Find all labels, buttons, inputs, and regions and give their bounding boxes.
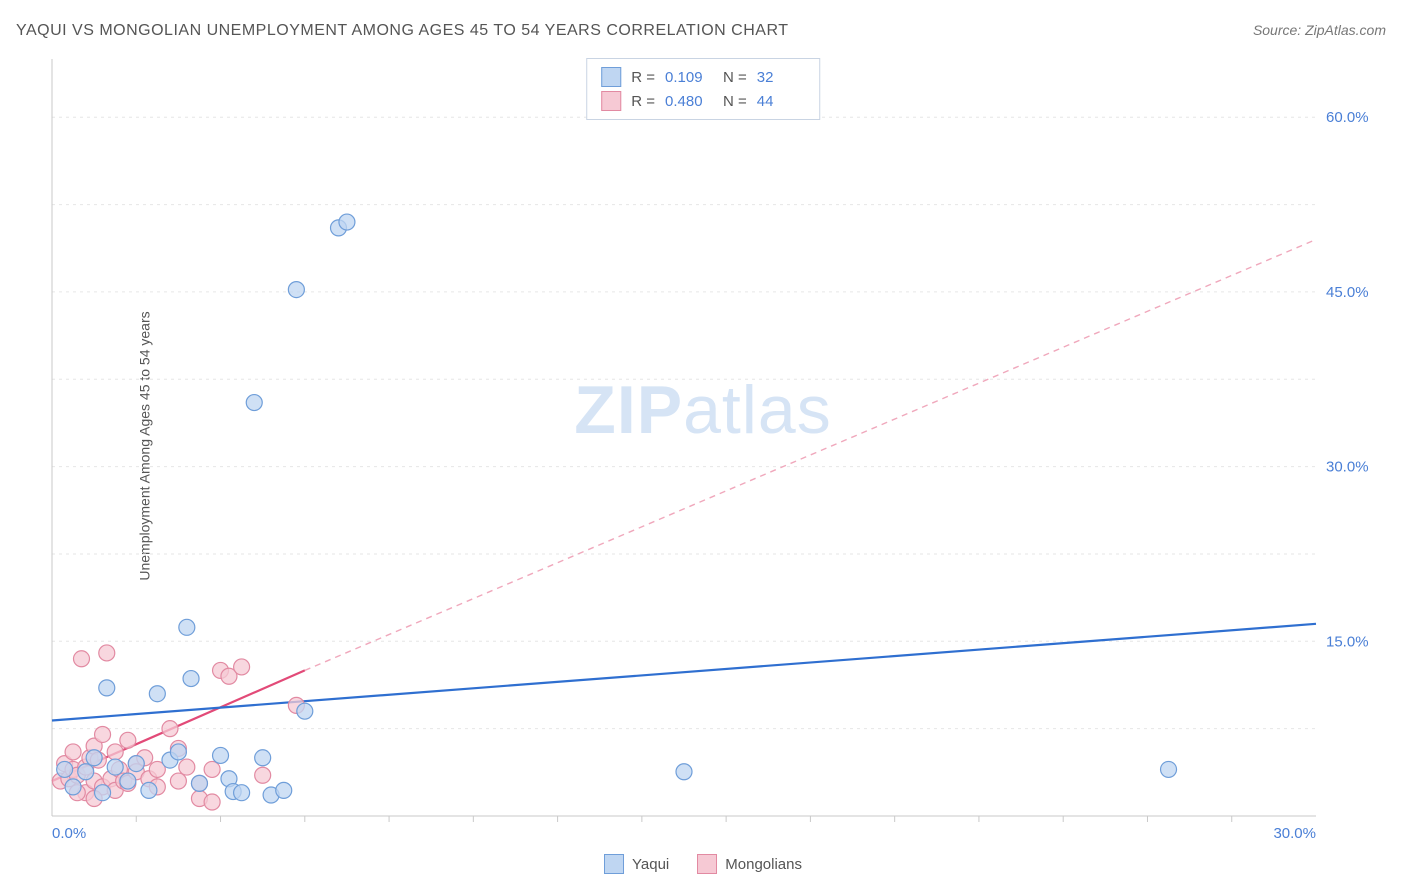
svg-text:45.0%: 45.0% [1326, 284, 1369, 301]
svg-text:0.0%: 0.0% [52, 825, 86, 842]
legend-label: Yaqui [632, 856, 669, 873]
chart-title: YAQUI VS MONGOLIAN UNEMPLOYMENT AMONG AG… [16, 22, 789, 40]
swatch-mongolians-bottom [697, 854, 717, 874]
source-attribution: Source: ZipAtlas.com [1253, 22, 1386, 38]
legend-item-yaqui: Yaqui [604, 854, 669, 874]
svg-text:30.0%: 30.0% [1273, 825, 1316, 842]
scatter-chart-svg: 15.0% 30.0% 45.0% 60.0% 0.0% 30.0% [48, 55, 1386, 844]
series-legend: Yaqui Mongolians [604, 854, 802, 874]
swatch-yaqui-bottom [604, 854, 624, 874]
svg-text:15.0%: 15.0% [1326, 633, 1369, 650]
svg-text:30.0%: 30.0% [1326, 459, 1369, 476]
svg-text:60.0%: 60.0% [1326, 109, 1369, 126]
swatch-mongolians [601, 91, 621, 111]
legend-row-mongolians: R = 0.480 N = 44 [601, 89, 805, 113]
chart-plot-area: 15.0% 30.0% 45.0% 60.0% 0.0% 30.0% [48, 55, 1386, 844]
swatch-yaqui [601, 67, 621, 87]
legend-label: Mongolians [725, 856, 802, 873]
legend-row-yaqui: R = 0.109 N = 32 [601, 65, 805, 89]
correlation-legend: R = 0.109 N = 32 R = 0.480 N = 44 [586, 58, 820, 120]
legend-item-mongolians: Mongolians [697, 854, 802, 874]
